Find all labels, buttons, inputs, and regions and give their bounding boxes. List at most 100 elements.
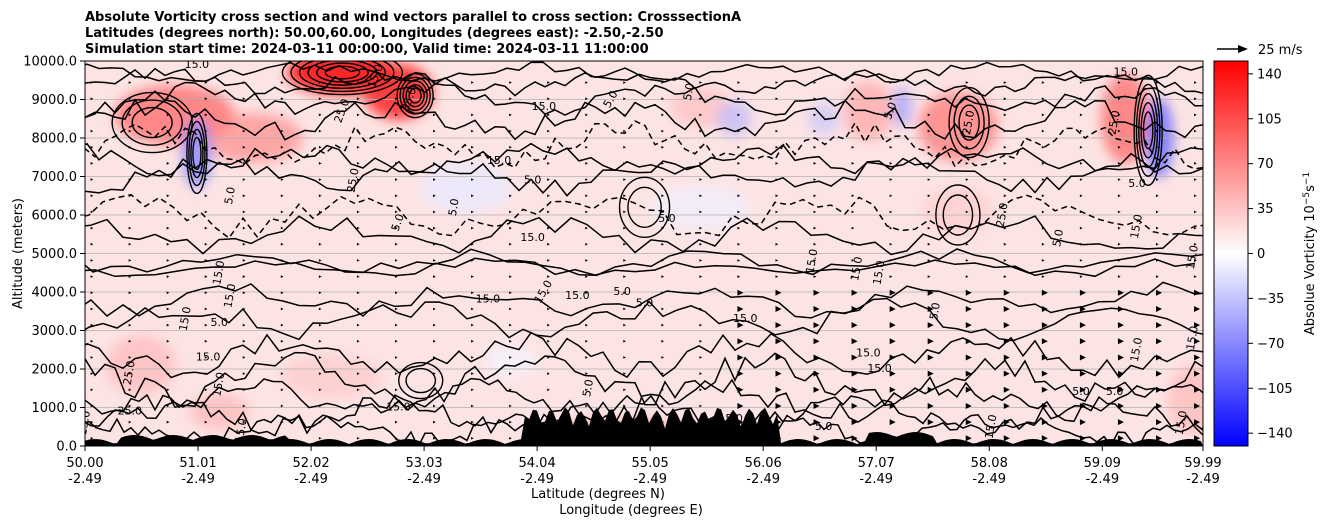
wind-vector-arrowhead-icon	[547, 291, 550, 295]
wind-vector-arrowhead-icon	[204, 275, 208, 278]
wind-vector-arrowhead-icon	[242, 226, 246, 230]
wind-vector-arrowhead-icon	[661, 323, 665, 327]
wind-vector-arrowhead-icon	[1117, 275, 1121, 278]
vorticity-patch	[1167, 364, 1203, 435]
wind-vector-arrowhead-icon	[927, 178, 931, 181]
wind-vector-arrowhead-icon	[318, 129, 322, 133]
wind-vector-arrowhead-icon	[661, 162, 665, 165]
wind-vector-arrowhead-icon	[1117, 194, 1121, 198]
contour-label: 15.0	[803, 248, 820, 274]
wind-vector-arrowhead-icon	[318, 356, 322, 359]
wind-vector-arrowhead-icon	[394, 113, 398, 117]
wind-vector-arrowhead-icon	[775, 370, 782, 377]
wind-vector-arrowhead-icon	[1079, 113, 1083, 117]
wind-vector-arrowhead-icon	[128, 194, 132, 198]
wind-vector-arrowhead-icon	[737, 259, 741, 262]
wind-vector-arrowhead-icon	[1079, 305, 1086, 312]
contour-loop	[405, 83, 425, 108]
wind-vector-arrowhead-icon	[775, 81, 779, 84]
wind-vector-arrowhead-icon	[204, 307, 208, 311]
contour-loop	[190, 128, 204, 179]
wind-vector-arrowhead-icon	[128, 388, 132, 392]
wind-vector-arrowhead-icon	[280, 129, 284, 133]
wind-vector-arrowhead-icon	[471, 291, 474, 295]
wind-vector-arrowhead-icon	[585, 145, 588, 149]
wind-vector-arrowhead-icon	[1041, 81, 1045, 84]
wind-vector-arrowhead-icon	[1117, 305, 1124, 312]
contour-label: 5.0	[658, 212, 676, 225]
wind-vector-arrowhead-icon	[623, 388, 626, 392]
wind-vector-arrowhead-icon	[1117, 386, 1124, 393]
wind-vector-arrowhead-icon	[90, 323, 94, 327]
wind-vector-arrowhead-icon	[1079, 289, 1086, 296]
wind-vector-arrowhead-icon	[737, 402, 744, 409]
wind-vector-arrowhead-icon	[1155, 210, 1159, 214]
contour-label: 15.0	[185, 58, 210, 71]
vorticity-patch	[420, 163, 511, 214]
wind-vector-arrowhead-icon	[661, 404, 665, 408]
wind-vector-arrowhead-icon	[318, 113, 322, 117]
wind-vector-arrowhead-icon	[394, 339, 398, 343]
wind-vector-arrowhead-icon	[699, 226, 703, 230]
wind-vector-arrowhead-icon	[737, 210, 741, 214]
wind-vector-arrowhead-icon	[509, 323, 512, 327]
wind-vector-arrowhead-icon	[128, 113, 132, 117]
wind-vector-arrowhead-icon	[1003, 259, 1007, 262]
wind-vector-arrowhead-icon	[1079, 226, 1083, 230]
wind-vector-arrowhead-icon	[623, 226, 626, 230]
wind-vector-arrowhead-icon	[90, 291, 94, 295]
wind-vector-arrowhead-icon	[1003, 435, 1010, 442]
wind-vector-arrowhead-icon	[318, 242, 322, 246]
wind-vector-arrowhead-icon	[661, 129, 665, 133]
wind-vector-arrowhead-icon	[356, 339, 360, 343]
wind-vector-arrowhead-icon	[242, 178, 246, 181]
wind-vector-arrowhead-icon	[775, 210, 779, 214]
wind-vector-arrowhead-icon	[509, 81, 512, 84]
contour-line	[85, 215, 1203, 256]
colorbar-tick-label: −105	[1257, 382, 1293, 397]
wind-vector-arrowhead-icon	[242, 242, 246, 246]
contour-label: 5.0	[1128, 177, 1146, 190]
wind-vector-arrowhead-icon	[699, 194, 703, 198]
x-axis: 50.00-2.4951.01-2.4952.02-2.4953.03-2.49…	[66, 446, 1222, 487]
wind-vector-arrowhead-icon	[318, 388, 322, 392]
wind-vector-arrowhead-icon	[433, 307, 436, 311]
colorbar-tick-label: 70	[1257, 157, 1274, 172]
wind-vector-arrowhead-icon	[889, 354, 896, 361]
contour-loop	[935, 184, 981, 246]
wind-vector-arrowhead-icon	[737, 275, 741, 278]
wind-vector-arrowhead-icon	[318, 81, 322, 84]
wind-vector-arrowhead-icon	[394, 275, 398, 278]
contour-loop	[186, 112, 208, 195]
wind-vector-arrowhead-icon	[356, 372, 360, 375]
wind-vector-arrowhead-icon	[547, 113, 550, 117]
contour-line	[85, 81, 1203, 119]
wind-vector-arrowhead-icon	[1194, 226, 1197, 230]
wind-vector-arrowhead-icon	[813, 275, 817, 278]
wind-vector-arrowhead-icon	[356, 404, 360, 408]
wind-vector-arrowhead-icon	[547, 404, 550, 408]
wind-vector-arrowhead-icon	[889, 226, 893, 230]
wind-vector-arrowhead-icon	[394, 323, 398, 327]
wind-vector-arrowhead-icon	[1041, 129, 1045, 133]
wind-vector-arrowhead-icon	[356, 145, 360, 149]
wind-vector-arrowhead-icon	[775, 354, 782, 361]
wind-vector-arrowhead-icon	[661, 291, 665, 295]
wind-vector-arrowhead-icon	[775, 275, 779, 278]
wind-vector-arrowhead-icon	[394, 242, 398, 246]
contour-label: 15.0	[487, 154, 512, 167]
wind-vector-arrowhead-icon	[889, 81, 893, 84]
x-tick-label-longitude: -2.49	[68, 472, 102, 487]
wind-vector-arrowhead-icon	[318, 307, 322, 311]
contour-label: 15.0	[233, 417, 250, 443]
wind-vector-arrowhead-icon	[623, 81, 626, 84]
contour-label: 5.0	[613, 285, 631, 298]
wind-vector-arrowhead-icon	[166, 113, 170, 117]
wind-vector-arrowhead-icon	[547, 129, 550, 133]
wind-vector-arrowhead-icon	[1194, 162, 1197, 165]
wind-vector-arrowhead-icon	[1003, 97, 1007, 101]
wind-vector-arrowhead-icon	[394, 210, 398, 214]
wind-vector-arrowhead-icon	[471, 275, 474, 278]
wind-vector-arrowhead-icon	[204, 323, 208, 327]
wind-vector-arrowhead-icon	[356, 129, 360, 133]
